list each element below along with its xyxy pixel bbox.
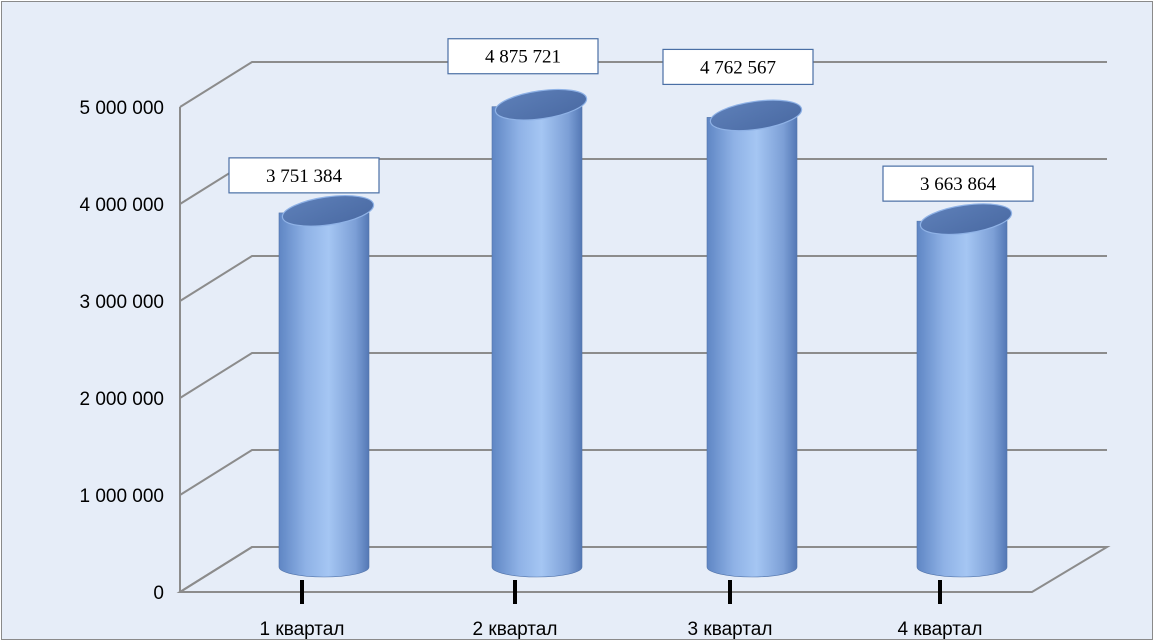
data-label-text: 3 663 864: [920, 174, 997, 195]
bar-top: [494, 88, 588, 121]
data-labels: 3 751 384 4 875 721 4 762 567 3 663 864: [228, 38, 1034, 202]
bar-body: [491, 106, 583, 578]
bar-4: [916, 203, 1013, 578]
data-label-box: [228, 157, 380, 194]
gridline: [179, 255, 1107, 302]
x-tick-label: 2 квартал: [473, 619, 558, 640]
bar-1: [278, 194, 375, 578]
y-tick-label: 2 000 000: [79, 389, 164, 410]
bar-top: [709, 99, 803, 132]
x-tick-label: 3 квартал: [688, 619, 773, 640]
gridline: [179, 61, 1107, 108]
data-label-text: 4 875 721: [485, 47, 561, 68]
data-label-box: [882, 165, 1034, 202]
bar-top: [919, 203, 1013, 236]
bar-top: [281, 194, 375, 227]
bar-body: [706, 117, 798, 578]
data-label-text: 3 751 384: [266, 166, 343, 187]
data-label: 3 751 384: [228, 157, 380, 194]
data-label-box: [662, 48, 814, 86]
data-label: 3 663 864: [882, 165, 1034, 202]
gridline: [179, 352, 1107, 399]
x-axis-tick-labels: 1 квартал 2 квартал 3 квартал 4 квартал: [260, 580, 983, 640]
bar-2: [491, 88, 588, 578]
x-tick-label: 1 квартал: [260, 619, 345, 640]
bar-3: [706, 99, 803, 578]
data-label-box: [447, 38, 599, 75]
y-tick-label: 4 000 000: [79, 195, 164, 216]
gridline: [179, 449, 1107, 496]
bar-body: [278, 212, 370, 578]
x-tick-label: 4 квартал: [898, 619, 983, 640]
bars: [278, 88, 1013, 578]
floor: [176, 546, 1111, 593]
bar-body: [916, 220, 1008, 578]
data-label-text: 4 762 567: [700, 57, 776, 78]
y-tick-label: 5 000 000: [79, 98, 164, 119]
data-label: 4 762 567: [662, 48, 814, 86]
y-tick-label: 0: [153, 583, 164, 604]
data-label: 4 875 721: [447, 38, 599, 75]
y-tick-label: 1 000 000: [79, 486, 164, 507]
y-tick-label: 3 000 000: [79, 292, 164, 313]
y-axis-tick-labels: 0 1 000 000 2 000 000 3 000 000 4 000 000 5 0…: [79, 98, 164, 604]
